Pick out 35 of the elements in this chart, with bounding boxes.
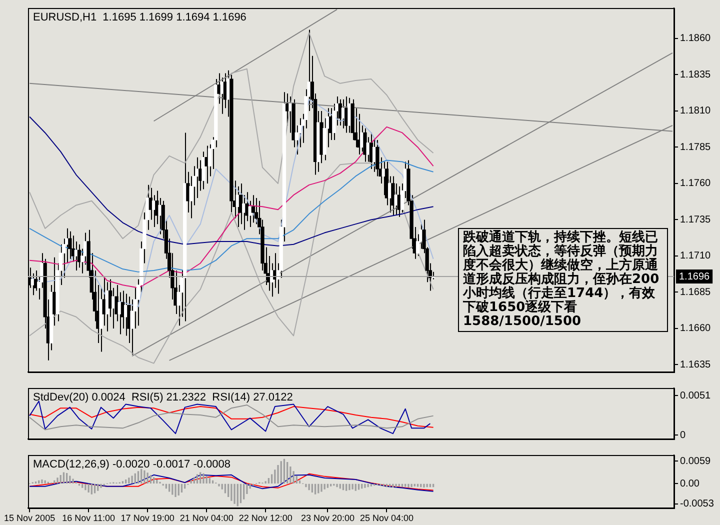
y-tick-label: 1.1635 [680,360,712,370]
chart-title: EURUSD,H1 1.1695 1.1699 1.1694 1.1696 [33,12,246,24]
x-tick-label: 22 Nov 12:00 [238,513,292,524]
candlestick [363,128,367,162]
annotation: 跌破通道下轨，持续下挫。短线已陷入超卖状态，等待反弹（预期力度不会很大）继续做空，上方原通道形成反压构成阻力，侄孙在200小时均线（行走至1744），有效下破1650逐级下看1588/1500/1500 [458,228,668,332]
y-tick-label: 1.1710 [680,250,712,262]
y-tick-label: 1.1735 [680,214,712,226]
y-tick-label: 0.00 [680,478,700,490]
x-tick-label: 15 Nov 2005 [4,513,56,524]
candlestick [376,139,380,177]
chart-title: MACD(12,26,9) -0.0020 -0.0017 -0.0008 [33,458,231,471]
candlestick [217,72,221,104]
y-tick-label: 1.1785 [680,142,712,153]
x-tick-label: 25 Nov 04:00 [360,513,414,524]
x-tick-label: 16 Nov 11:00 [62,513,115,524]
y-tick-label: 1.1685 [680,286,712,298]
y-tick-label: 1.1835 [680,69,712,80]
ref-line-label: 1.1696 [679,271,710,282]
x-tick-label: 17 Nov 19:00 [120,513,174,524]
y-tick-label: 1.1810 [680,106,712,117]
y-tick-label: -0.0053 [680,498,714,510]
candlestick [251,194,255,224]
y-tick-label: 0.0051 [680,390,712,402]
y-tick-label: 1.1760 [680,178,712,190]
chart-title: StdDev(20) 0.0024 RSI(5) 21.2322 RSI(14) 27.0122 [33,392,293,404]
y-tick-label: 1.1660 [680,323,712,334]
candlestick [68,230,72,260]
candlestick [391,176,395,216]
y-tick-label: 0.0059 [680,456,712,467]
y-tick-label: 0 [680,430,686,441]
y-tick-label: 1.1860 [680,33,712,44]
x-tick-label: 21 Nov 04:00 [180,513,234,524]
x-tick-label: 23 Nov 20:00 [300,513,354,524]
candlestick [394,182,398,216]
candlestick [158,197,162,235]
